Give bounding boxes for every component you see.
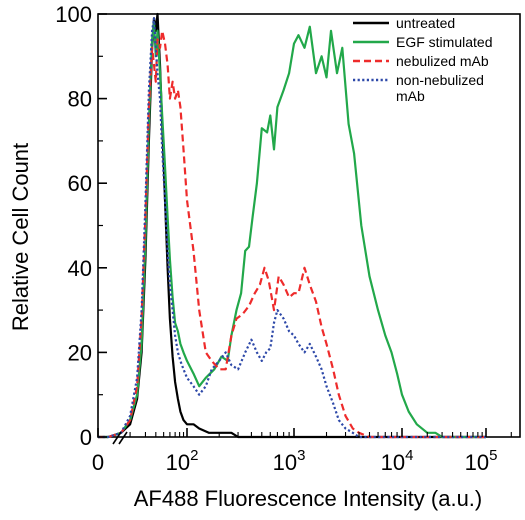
legend-label: mAb	[396, 88, 425, 104]
legend-label: EGF stimulated	[396, 34, 492, 50]
axis-break-mark	[112, 431, 122, 445]
series-layer	[98, 12, 486, 439]
axis-break-mark	[118, 431, 128, 445]
y-tick-label: 100	[55, 2, 92, 27]
legend: untreated EGF stimulated nebulized mAb non-…	[353, 15, 492, 104]
x-tick-exponent: 3	[297, 447, 305, 464]
legend-label: untreated	[396, 15, 455, 31]
y-tick-label: 60	[68, 171, 92, 196]
y-tick-label: 80	[68, 87, 92, 112]
x-tick-label: 104	[381, 447, 414, 475]
y-axis: 0 20 40 60 80 100	[55, 2, 107, 450]
x-tick-label: 102	[166, 447, 199, 475]
y-axis-title: Relative Cell Count	[8, 143, 33, 331]
legend-label: non-nebulized	[396, 72, 484, 88]
y-tick-label: 20	[68, 340, 92, 365]
x-tick-label: 105	[465, 447, 498, 475]
series-line-egf-stimulated	[98, 21, 486, 439]
series-line-nebulized-mab	[98, 29, 486, 439]
x-tick-exponent: 2	[190, 447, 198, 464]
y-tick-label: 0	[80, 425, 92, 450]
x-tick-exponent: 5	[489, 447, 497, 464]
legend-label: nebulized mAb	[396, 53, 489, 69]
x-axis-title: AF488 Fluorescence Intensity (a.u.)	[134, 486, 483, 511]
x-tick-label: 103	[273, 447, 306, 475]
x-tick-exponent: 4	[405, 447, 413, 464]
x-tick-label: 0	[92, 450, 104, 475]
y-tick-label: 40	[68, 256, 92, 281]
x-axis: 0 102 103 104 105	[92, 428, 512, 475]
